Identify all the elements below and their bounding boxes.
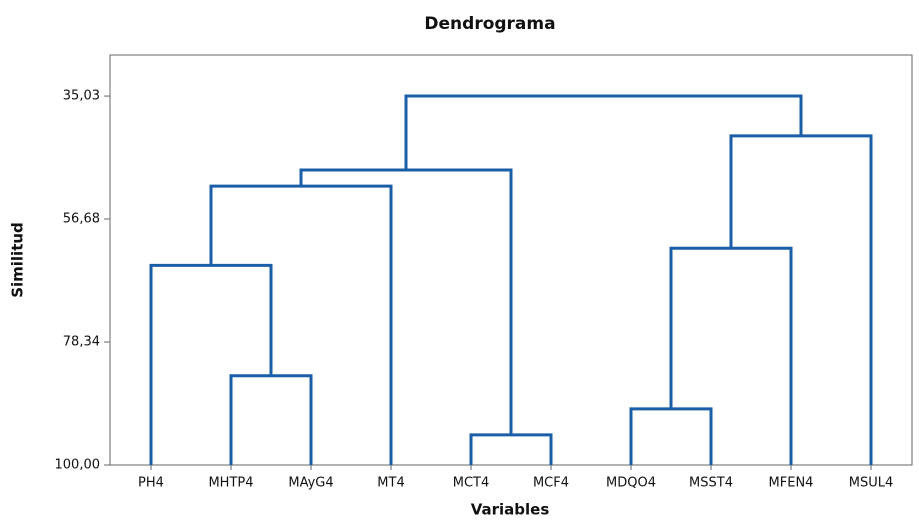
dendrogram-link (629, 407, 713, 465)
x-tick-label: MFEN4 (769, 476, 814, 491)
x-tick-label: MCF4 (533, 476, 569, 491)
dendrogram-link (404, 94, 803, 171)
x-tick-label: MHTP4 (208, 476, 253, 491)
dendrogram-link (209, 184, 393, 465)
dendrogram-link (669, 246, 793, 465)
x-tick-label: MAyG4 (288, 476, 333, 491)
x-tick-label: MSST4 (689, 476, 733, 491)
x-tick-label: MT4 (377, 476, 404, 491)
x-axis-label: Variables (471, 501, 550, 519)
x-tick-label: MDQO4 (606, 476, 656, 491)
dendrogram-link (729, 134, 873, 465)
x-tick-label: MSUL4 (849, 476, 894, 491)
plot-frame (109, 54, 913, 466)
x-tick-label: PH4 (138, 476, 164, 491)
y-tick-label: 35,03 (63, 89, 100, 104)
dendrogram-link (299, 168, 513, 435)
dendrogram-link (469, 433, 553, 465)
x-tick-label: MCT4 (453, 476, 490, 491)
y-tick-label: 100,00 (55, 458, 101, 473)
dendrogram-link (229, 374, 313, 465)
dendrogram-link (149, 263, 273, 465)
y-tick-label: 78,34 (63, 335, 100, 350)
chart-title: Dendrograma (424, 14, 555, 34)
y-axis-label: Similitud (9, 222, 27, 298)
y-tick-label: 56,68 (63, 212, 100, 227)
